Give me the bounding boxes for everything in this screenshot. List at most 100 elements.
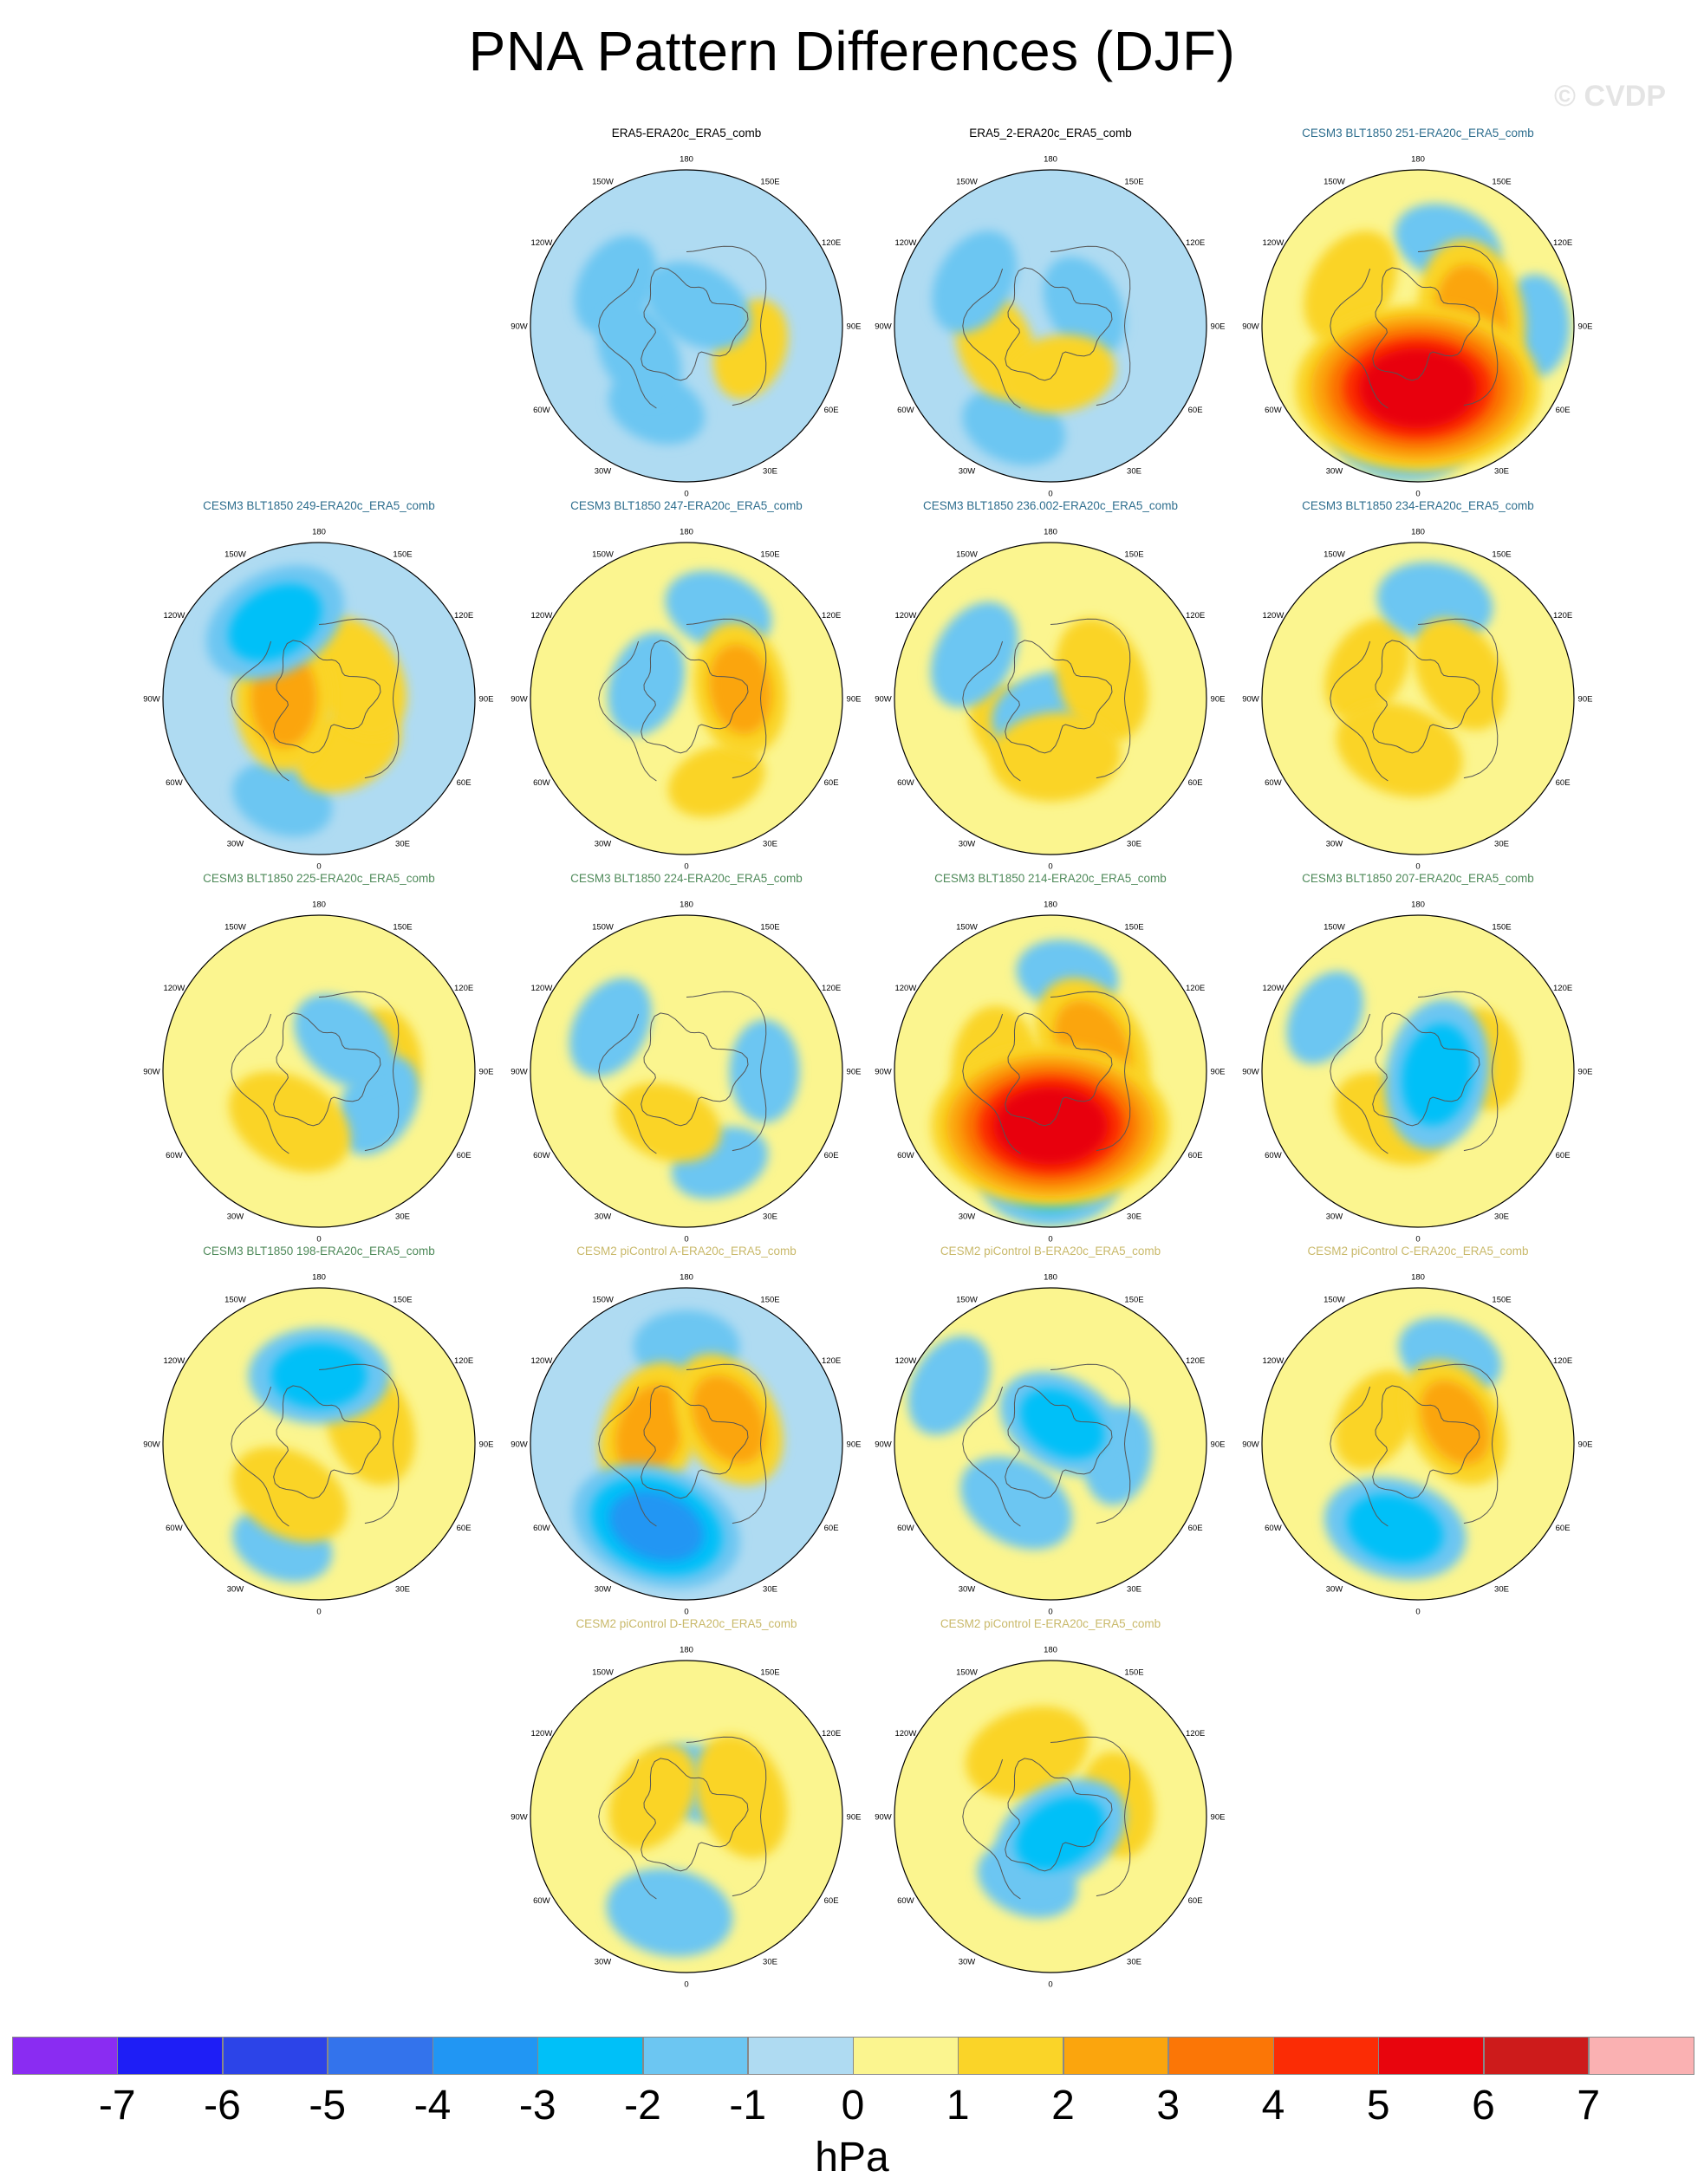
longitude-label: 90W — [1242, 1440, 1259, 1450]
longitude-label: 90W — [875, 695, 892, 705]
longitude-label: 90E — [479, 1440, 494, 1450]
polar-map: 180 150E 120E 90E 60E 30E 0 30W 60W 90W 120W 150W — [1242, 528, 1593, 872]
longitude-label: 90W — [1242, 695, 1259, 705]
coastline — [1330, 640, 1389, 782]
coastline — [318, 1363, 400, 1524]
colorbar-swatch — [1167, 2037, 1274, 2075]
polar-map: 180 150E 120E 90E 60E 30E 0 30W 60W 90W 120W 150W — [875, 1646, 1225, 1990]
map-panel: CESM3 BLT1850 198-ERA20c_ERA5_comb 180 150… — [135, 1245, 503, 1617]
longitude-label: 120E — [1553, 238, 1572, 248]
coastline — [641, 1758, 749, 1872]
longitude-label: 30E — [395, 840, 410, 849]
colorbar-swatch — [1063, 2037, 1169, 2075]
longitude-label: 60E — [824, 778, 839, 788]
longitude-label: 120W — [163, 611, 185, 621]
anomaly-contour — [907, 1336, 991, 1435]
colorbar-tick-label: 2 — [1051, 2083, 1075, 2129]
longitude-label: 90W — [875, 1440, 892, 1450]
longitude-label: 90W — [875, 1813, 892, 1823]
anomaly-contour — [228, 583, 322, 661]
longitude-label: 120E — [822, 1356, 841, 1366]
longitude-label: 120E — [822, 238, 841, 248]
map-border — [894, 1660, 1207, 1973]
colorbar-tick-label: 1 — [946, 2083, 970, 2129]
longitude-label: 150W — [592, 549, 614, 559]
colorbar-tick-label: -2 — [624, 2083, 661, 2129]
map-panel: CESM2 piControl B-ERA20c_ERA5_comb 180 150… — [867, 1245, 1234, 1617]
longitude-label: 120E — [822, 1729, 841, 1739]
panel-title: CESM3 BLT1850 251-ERA20c_ERA5_comb — [1302, 127, 1534, 140]
anomaly-contour — [645, 262, 751, 350]
longitude-label: 90E — [1578, 322, 1593, 332]
map-panel: CESM3 BLT1850 207-ERA20c_ERA5_comb 180 150… — [1234, 872, 1602, 1245]
polar-map: 180 150E 120E 90E 60E 30E 0 30W 60W 90W 120W 150W — [875, 1273, 1225, 1617]
map-panel: CESM3 BLT1850 236.002-ERA20c_ERA5_comb 18… — [867, 499, 1234, 872]
longitude-label: 150E — [760, 922, 779, 932]
coastline — [962, 1758, 1021, 1900]
coastline — [273, 1012, 381, 1127]
longitude-label: 120E — [1553, 611, 1572, 621]
longitude-label: 90E — [1211, 1068, 1226, 1077]
anomaly-contour — [692, 1375, 766, 1465]
longitude-label: 90W — [143, 695, 160, 705]
longitude-label: 150E — [1492, 177, 1511, 186]
polar-map: 180 150E 120E 90E 60E 30E 0 30W 60W 90W 120W 150W — [143, 528, 493, 872]
panel-title: CESM3 BLT1850 234-ERA20c_ERA5_comb — [1302, 499, 1534, 512]
longitude-label: 120E — [454, 611, 473, 621]
longitude-label: 120E — [1186, 1729, 1205, 1739]
longitude-label: 30W — [959, 467, 976, 477]
longitude-label: 180 — [312, 1273, 326, 1283]
map-border — [530, 1287, 843, 1601]
longitude-label: 120E — [1553, 984, 1572, 993]
coastline — [641, 1012, 749, 1127]
polar-map: 180 150E 120E 90E 60E 30E 0 30W 60W 90W 120W 150W — [143, 1273, 494, 1617]
longitude-label: 0 — [1048, 862, 1052, 872]
longitude-label: 60W — [166, 1524, 183, 1533]
longitude-label: 90W — [875, 322, 892, 332]
map-panel: CESM3 BLT1850 234-ERA20c_ERA5_comb 180 150… — [1234, 499, 1602, 872]
map-panel: CESM2 piControl D-ERA20c_ERA5_comb 180 150… — [503, 1617, 870, 1990]
longitude-label: 120W — [894, 1356, 916, 1366]
colorbar-swatch — [327, 2037, 433, 2075]
longitude-label: 30W — [959, 840, 976, 849]
colorbar-swatch — [537, 2037, 643, 2075]
longitude-label: 90E — [1578, 695, 1593, 705]
longitude-label: 60E — [457, 1524, 472, 1533]
longitude-label: 120W — [894, 984, 916, 993]
anomaly-contour — [1019, 1388, 1105, 1459]
longitude-label: 150W — [1324, 922, 1345, 932]
longitude-label: 60E — [1188, 778, 1203, 788]
panel-title: CESM3 BLT1850 249-ERA20c_ERA5_comb — [203, 499, 435, 512]
map-border — [894, 542, 1207, 855]
panel-title: CESM3 BLT1850 207-ERA20c_ERA5_comb — [1302, 872, 1534, 885]
colorbar-tick-label: 4 — [1261, 2083, 1285, 2129]
anomaly-contour — [608, 1744, 697, 1850]
longitude-label: 30E — [763, 1585, 777, 1595]
panel-title: CESM3 BLT1850 247-ERA20c_ERA5_comb — [570, 499, 803, 512]
longitude-label: 150E — [760, 177, 779, 186]
coastline — [318, 991, 400, 1152]
map-panel: CESM3 BLT1850 251-ERA20c_ERA5_comb 180 150… — [1234, 127, 1602, 499]
coastline — [598, 1013, 657, 1154]
longitude-label: 90E — [1578, 1068, 1593, 1077]
longitude-label: 0 — [1415, 1235, 1420, 1245]
longitude-label: 30W — [1326, 1212, 1343, 1222]
panel-title: CESM2 piControl D-ERA20c_ERA5_comb — [576, 1617, 797, 1630]
longitude-label: 30W — [1326, 467, 1343, 477]
longitude-label: 150W — [956, 1295, 978, 1304]
coastline — [1005, 1385, 1113, 1499]
anomaly-contour — [294, 994, 394, 1089]
coastline — [1050, 991, 1131, 1152]
anomaly-contour — [608, 1491, 704, 1562]
longitude-label: 60W — [533, 1151, 550, 1160]
coastline — [686, 1736, 767, 1897]
longitude-label: 120E — [1186, 1356, 1205, 1366]
anomaly-contour — [1324, 618, 1410, 721]
longitude-label: 150E — [1124, 922, 1143, 932]
anomaly-contour — [667, 744, 765, 817]
longitude-label: 30E — [763, 467, 777, 477]
longitude-label: 150W — [956, 549, 978, 559]
longitude-label: 60E — [1188, 406, 1203, 415]
anomaly-contour — [231, 1446, 348, 1543]
longitude-label: 30E — [1127, 467, 1141, 477]
